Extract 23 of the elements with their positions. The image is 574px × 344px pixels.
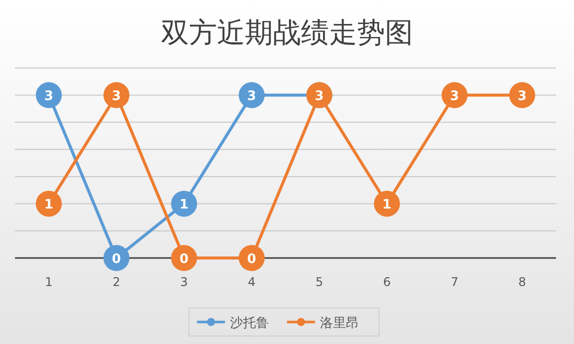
x-tick-label: 7 <box>450 275 458 289</box>
data-label: 3 <box>247 89 256 104</box>
x-tick-label: 4 <box>248 275 256 289</box>
data-label: 0 <box>112 252 121 267</box>
data-label: 3 <box>112 89 121 104</box>
chart-title: 双方近期战绩走势图 <box>161 16 413 49</box>
x-tick-label: 2 <box>112 275 120 289</box>
data-label: 0 <box>180 252 189 267</box>
data-label: 3 <box>44 89 54 104</box>
x-tick-label: 8 <box>518 275 526 289</box>
data-label: 1 <box>44 198 54 213</box>
data-label: 3 <box>518 89 527 104</box>
legend-label: 沙托鲁 <box>230 316 269 331</box>
x-tick-label: 3 <box>180 275 188 289</box>
x-tick-label: 6 <box>383 275 391 289</box>
data-label: 3 <box>450 89 460 104</box>
legend-label: 洛里昂 <box>320 316 359 331</box>
data-label: 3 <box>314 89 324 104</box>
data-label: 1 <box>180 198 189 213</box>
data-label: 0 <box>247 252 256 267</box>
x-tick-label: 5 <box>315 275 324 289</box>
x-tick-label: 1 <box>44 275 53 289</box>
data-label: 1 <box>382 198 392 213</box>
